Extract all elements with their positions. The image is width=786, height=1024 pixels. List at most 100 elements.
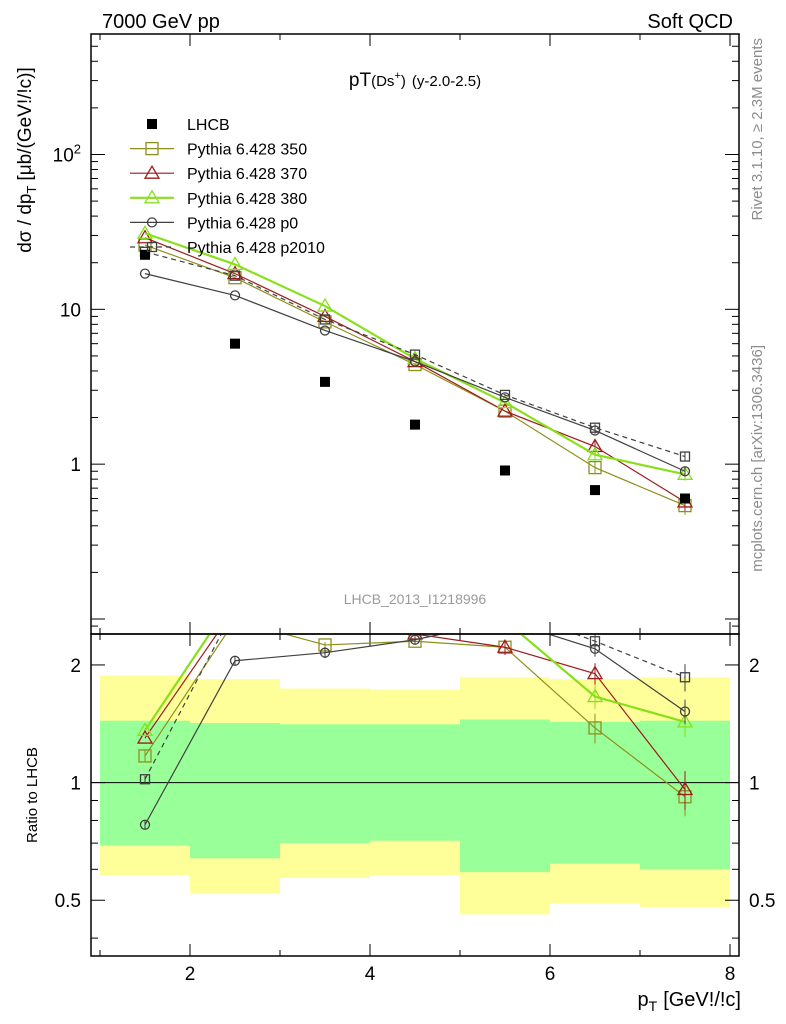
inner-band — [190, 723, 280, 859]
circle-marker — [679, 706, 691, 717]
square-marker — [146, 241, 158, 253]
y-tick-label-exp: 2 — [74, 141, 81, 156]
main-y-label: dσ / dpT [μb/(GeV!/!c)] — [15, 67, 39, 253]
title-sup: + — [394, 70, 400, 82]
circle-marker — [679, 466, 691, 477]
ratio-series-clip — [136, 634, 694, 830]
ratio-y-tick-label: 0.5 — [55, 891, 81, 912]
triangle-marker — [136, 224, 154, 239]
triangle-marker — [143, 164, 161, 179]
square-marker — [139, 774, 151, 785]
main-title: pT(Ds+) (y-2.0-2.5) — [349, 70, 481, 91]
square-marker — [679, 451, 691, 462]
square-marker — [589, 422, 601, 433]
y-tick-label: 1 — [70, 455, 81, 476]
square-marker — [145, 141, 159, 156]
title-close: ) — [401, 73, 406, 90]
triangle-marker — [586, 665, 604, 680]
ratio-y-tick-label-right: 1 — [749, 774, 760, 795]
circle-marker — [139, 268, 151, 279]
series-line — [144, 251, 686, 458]
legend-label: LHCB — [187, 117, 230, 134]
triangle-marker — [676, 713, 694, 728]
inner-band — [460, 719, 550, 873]
square-marker — [499, 389, 511, 401]
x-axis-label: pT [GeV!/!c] — [638, 989, 742, 1014]
title-sub: (Ds — [371, 73, 394, 90]
ratio-series-layer — [136, 634, 694, 830]
ratio-y-tick-label-right: 0.5 — [749, 891, 775, 912]
circle-marker — [229, 290, 241, 301]
ratio-panel: 0.5 0.5 1 1 2 2 2 4 6 8 Ratio to LHCB pT [GeV!/!c] — [24, 633, 775, 1014]
square-marker — [409, 349, 421, 360]
square-marker — [229, 270, 241, 281]
triangle-marker — [406, 350, 424, 365]
legend-label: Pythia 6.428 380 — [187, 191, 307, 208]
xlabel-sub: T — [649, 998, 658, 1014]
series-0 — [138, 238, 692, 515]
square-marker — [500, 465, 510, 476]
square-marker — [319, 314, 331, 325]
main-series-layer — [136, 224, 694, 515]
triangle-marker — [136, 722, 154, 737]
header-left: 7000 GeV pp — [102, 11, 220, 33]
main-ticks — [91, 33, 739, 635]
legend-item-2: Pythia 6.428 380 — [130, 189, 307, 208]
legend-label: Pythia 6.428 p0 — [187, 215, 298, 232]
legend-label: Pythia 6.428 p2010 — [187, 240, 325, 257]
ratio-y-tick-label: 2 — [70, 656, 81, 677]
triangle-marker — [136, 229, 154, 244]
square-marker — [320, 376, 330, 387]
triangle-marker — [586, 688, 604, 703]
square-marker — [230, 338, 240, 349]
inner-band — [280, 724, 370, 844]
legend-label: Pythia 6.428 370 — [187, 166, 307, 183]
circle-marker — [146, 217, 158, 228]
triangle-marker — [136, 729, 154, 744]
triangle-marker — [586, 446, 604, 461]
triangle-marker — [496, 394, 514, 409]
legend-label: Pythia 6.428 350 — [187, 142, 307, 159]
triangle-marker — [226, 256, 244, 271]
ratio-y-tick-label: 1 — [70, 774, 81, 795]
y-tick-label-base: 1 — [70, 455, 81, 476]
square-marker — [410, 419, 420, 430]
y-tick-label-base: 10 — [60, 300, 81, 321]
triangle-marker — [676, 781, 694, 796]
xlabel-units: [GeV!/!c] — [663, 989, 741, 1011]
ylabel-sub: T — [24, 186, 39, 194]
title-main: pT — [349, 70, 372, 91]
x-tick-label: 6 — [545, 964, 556, 985]
y-tick-label-base: 10 — [53, 145, 74, 166]
x-tick-label: 2 — [185, 964, 196, 985]
legend-item-3: Pythia 6.428 p0 — [130, 215, 298, 232]
legend-item-4: Pythia 6.428 p2010 — [130, 240, 325, 257]
square-marker — [147, 119, 157, 129]
square-marker — [588, 721, 602, 735]
series-4 — [139, 246, 691, 462]
triangle-marker — [143, 189, 161, 204]
xlabel-main: p — [638, 989, 649, 1011]
ratio-ticks — [91, 634, 739, 956]
ratio-bands — [100, 675, 730, 915]
ylabel-main: dσ / dp — [15, 194, 36, 253]
x-tick-label: 8 — [725, 964, 736, 985]
ratio-y-tick-label-right: 2 — [749, 656, 760, 677]
ratio-frame — [90, 633, 740, 957]
series-3 — [139, 268, 691, 477]
legend: LHCB Pythia 6.428 350 Pythia 6.428 370 Pyth… — [130, 117, 325, 257]
x-tick-label: 4 — [365, 964, 376, 985]
square-marker — [680, 493, 690, 504]
circle-marker — [139, 819, 151, 830]
legend-item-0: Pythia 6.428 350 — [130, 142, 307, 159]
series-line — [144, 244, 686, 507]
ratio-series-4 — [139, 634, 691, 785]
header-right: Soft QCD — [647, 11, 733, 33]
legend-item-data: LHCB — [147, 117, 230, 134]
ylabel-units: [μb/(GeV!/!c)] — [15, 67, 36, 180]
mcplots-label: mcplots.cern.ch [arXiv:1306.3436] — [749, 345, 766, 572]
triangle-marker — [226, 265, 244, 280]
